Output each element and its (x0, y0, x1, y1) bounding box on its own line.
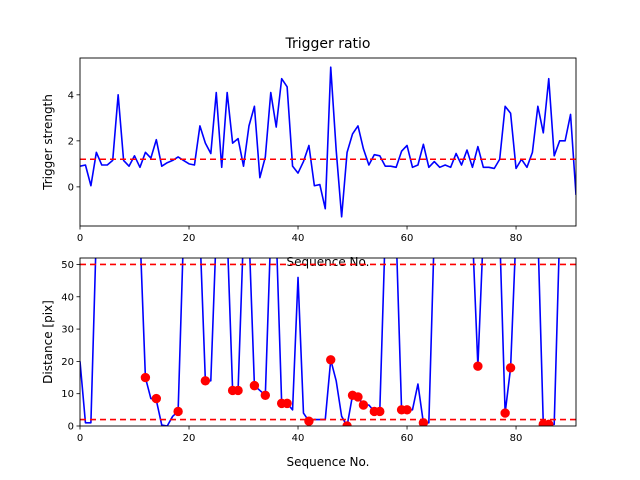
bottom-point-23 (505, 363, 516, 373)
bottom-panel: 0 20 40 60 80 0 10 20 30 40 50 Sequence No. Distance… (41, 257, 577, 469)
top-title: Trigger ratio (284, 36, 370, 52)
bottom-point-5 (233, 385, 243, 396)
top-xtick-label-3: 60 (401, 233, 414, 244)
bottom-xtick-label-2: 40 (292, 433, 305, 444)
top-plot-area (80, 66, 576, 218)
bottom-point-2 (173, 406, 183, 417)
top-ytick-label-2: 4 (68, 90, 74, 101)
bottom-point-14 (353, 392, 363, 402)
bottom-point-19 (402, 405, 412, 415)
top-xtick-label-0: 0 (77, 233, 83, 244)
bottom-point-25 (544, 419, 554, 426)
bottom-point-22 (500, 408, 510, 418)
top-panel: 0 20 40 60 80 0 2 4 Sequence No. Trigger strength… (41, 36, 577, 269)
top-ylabel: Trigger strength (41, 94, 55, 191)
bottom-ytick-label-2: 20 (61, 357, 74, 368)
top-xtick-label-1: 20 (183, 233, 196, 244)
bottom-point-9 (282, 398, 292, 409)
top-series-line-0 (80, 66, 576, 218)
bottom-ytick-label-4: 40 (61, 292, 74, 303)
bottom-plot-area (80, 258, 576, 426)
bottom-point-21 (473, 361, 483, 371)
bottom-series-line-0 (80, 258, 560, 426)
bottom-point-10 (304, 416, 314, 426)
bottom-point-1 (151, 393, 162, 404)
bottom-ytick-label-5: 50 (61, 260, 74, 271)
bottom-point-7 (260, 390, 271, 401)
bottom-xtick-label-0: 0 (77, 433, 83, 444)
top-ytick-label-0: 0 (68, 182, 74, 193)
bottom-point-3 (200, 376, 211, 386)
bottom-point-11 (326, 355, 336, 365)
bottom-ytick-label-1: 10 (61, 389, 74, 400)
top-xlabel: Sequence No. (287, 255, 370, 269)
bottom-ytick-label-0: 0 (68, 422, 74, 433)
bottom-xtick-label-3: 60 (401, 433, 414, 444)
bottom-point-17 (375, 406, 385, 417)
top-ytick-label-1: 2 (68, 136, 74, 147)
bottom-xlabel: Sequence No. (287, 455, 370, 469)
bottom-xtick-label-4: 80 (510, 433, 523, 444)
bottom-point-6 (249, 380, 260, 391)
top-xtick-label-4: 80 (510, 233, 523, 244)
bottom-xtick-label-1: 20 (183, 433, 196, 444)
bottom-ytick-label-3: 30 (61, 325, 74, 336)
bottom-point-0 (140, 372, 151, 383)
top-axes-frame (79, 57, 577, 227)
bottom-point-20 (418, 418, 429, 426)
top-xtick-label-2: 40 (292, 233, 305, 244)
bottom-ylabel: Distance [pix] (41, 300, 55, 384)
bottom-point-15 (358, 400, 369, 410)
bottom-axes-frame (79, 257, 577, 427)
